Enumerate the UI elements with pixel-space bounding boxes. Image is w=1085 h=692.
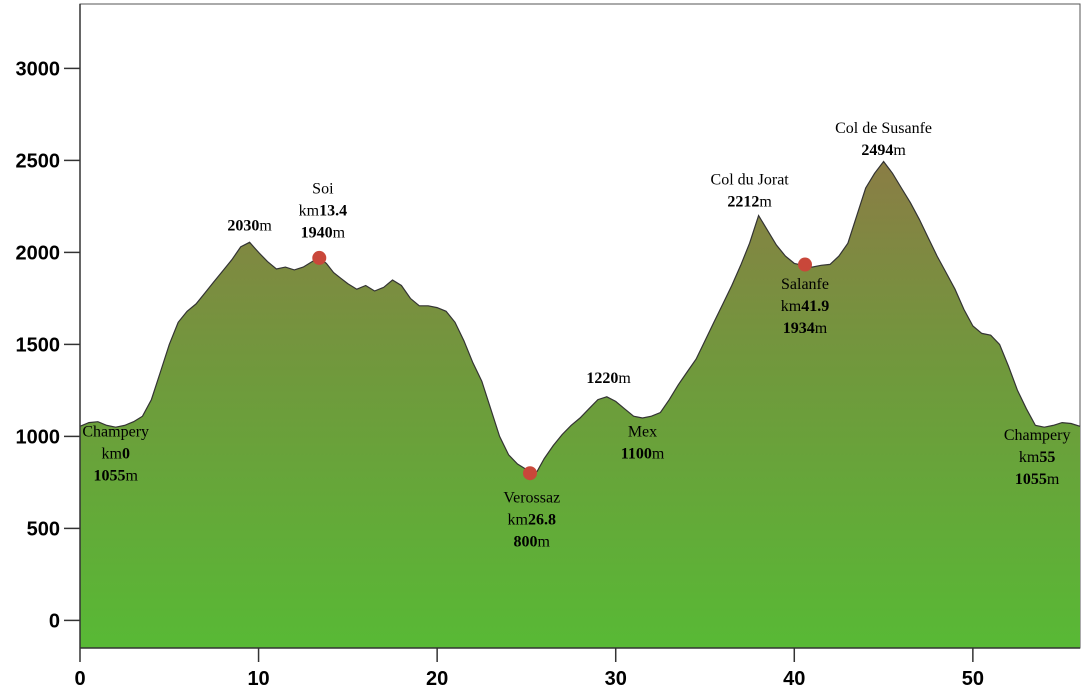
y-tick-label: 1000 — [16, 426, 61, 448]
annotation-text: Col du Jorat — [711, 171, 790, 188]
annotation-value: 1940 — [301, 225, 333, 242]
point-annotation: 2030m — [227, 217, 272, 234]
y-tick-label: 1500 — [16, 334, 61, 356]
annotation-line: km13.4 — [299, 203, 347, 220]
point-annotation: Mex 1100m — [621, 423, 665, 462]
annotation-text: m — [125, 467, 138, 484]
point-annotation: 1220m — [586, 370, 631, 387]
annotation-line: Soi — [312, 181, 334, 198]
waypoint-marker — [798, 257, 812, 272]
annotation-value: 1055 — [93, 467, 125, 484]
y-tick-label: 2000 — [16, 242, 61, 264]
annotation-value: 800 — [514, 534, 538, 551]
y-tick-label: 3000 — [16, 58, 61, 80]
annotation-value: 2212 — [727, 193, 759, 210]
point-annotation: Soi km13.4 1940m — [299, 181, 347, 242]
annotation-text: km — [1019, 449, 1040, 466]
annotation-value: 26.8 — [528, 512, 556, 529]
annotation-line: Col du Jorat — [711, 171, 790, 188]
annotation-text: Soi — [312, 181, 334, 198]
elevation-area — [80, 161, 1080, 648]
x-tick-label: 50 — [962, 668, 984, 690]
annotation-text: m — [893, 142, 906, 159]
annotation-value: 13.4 — [319, 203, 347, 220]
annotation-text: m — [618, 370, 631, 387]
point-annotation: Col de Susanfe 2494m — [835, 120, 932, 159]
annotation-text: km — [101, 445, 122, 462]
point-annotation: Salanfe km41.9 1934m — [781, 276, 829, 337]
x-tick-label: 0 — [74, 668, 85, 690]
point-annotation: Champery km55 1055m — [1004, 427, 1071, 488]
waypoint-marker — [523, 466, 537, 481]
annotation-text: m — [652, 445, 665, 462]
annotation-line: Mex — [628, 423, 657, 440]
annotation-line: Champery — [1004, 427, 1071, 444]
annotation-text: m — [538, 534, 551, 551]
annotation-line: 1934m — [783, 320, 828, 337]
annotation-value: 55 — [1039, 449, 1055, 466]
annotation-line: 1220m — [586, 370, 631, 387]
annotation-text: Champery — [1004, 427, 1071, 444]
annotation-text: m — [815, 320, 828, 337]
annotation-text: Salanfe — [781, 276, 829, 293]
x-tick-label: 10 — [247, 668, 269, 690]
waypoint-marker — [312, 250, 327, 265]
point-annotation: Verossaz km26.8 800m — [503, 490, 560, 551]
annotation-line: km26.8 — [508, 512, 556, 529]
annotation-value: 2494 — [861, 142, 893, 159]
point-annotation: Champery km0 1055m — [82, 423, 149, 484]
annotation-text: Champery — [82, 423, 149, 440]
annotation-line: 2494m — [861, 142, 906, 159]
y-tick-label: 0 — [49, 610, 60, 632]
annotation-line: Salanfe — [781, 276, 829, 293]
point-annotation: Col du Jorat 2212m — [711, 171, 790, 210]
annotation-line: Col de Susanfe — [835, 120, 932, 137]
annotation-text: km — [508, 512, 529, 529]
annotation-line: 800m — [514, 534, 551, 551]
annotation-text: km — [299, 203, 320, 220]
annotation-line: km0 — [101, 445, 129, 462]
annotation-text: Col de Susanfe — [835, 120, 932, 137]
annotation-line: 2212m — [727, 193, 772, 210]
x-tick-label: 30 — [605, 668, 627, 690]
x-tick-label: 20 — [426, 668, 448, 690]
annotation-line: Verossaz — [503, 490, 560, 507]
y-tick-label: 500 — [27, 518, 60, 540]
x-tick-label: 40 — [783, 668, 805, 690]
annotation-text: m — [333, 225, 346, 242]
annotation-value: 2030 — [227, 217, 259, 234]
annotation-line: 1055m — [1015, 471, 1060, 488]
annotation-line: 1100m — [621, 445, 665, 462]
terrain-layer — [79, 160, 1081, 648]
annotation-value: 1100 — [621, 445, 652, 462]
annotation-line: 1055m — [93, 467, 138, 484]
annotation-text: Mex — [628, 423, 657, 440]
annotation-line: 1940m — [301, 225, 346, 242]
markers-layer — [312, 250, 812, 481]
annotation-line: km55 — [1019, 449, 1055, 466]
annotation-value: 0 — [122, 445, 130, 462]
annotation-text: Verossaz — [503, 490, 560, 507]
y-tick-label: 2500 — [16, 150, 61, 172]
annotation-text: km — [781, 298, 802, 315]
annotation-text: m — [259, 217, 272, 234]
annotation-value: 41.9 — [801, 298, 829, 315]
annotation-text: m — [759, 193, 772, 210]
annotation-value: 1055 — [1015, 471, 1047, 488]
annotation-line: 2030m — [227, 217, 272, 234]
annotation-line: Champery — [82, 423, 149, 440]
annotation-line: km41.9 — [781, 298, 829, 315]
annotation-value: 1220 — [586, 370, 618, 387]
annotation-value: 1934 — [783, 320, 815, 337]
annotation-text: m — [1047, 471, 1060, 488]
elevation-line — [79, 160, 1081, 474]
